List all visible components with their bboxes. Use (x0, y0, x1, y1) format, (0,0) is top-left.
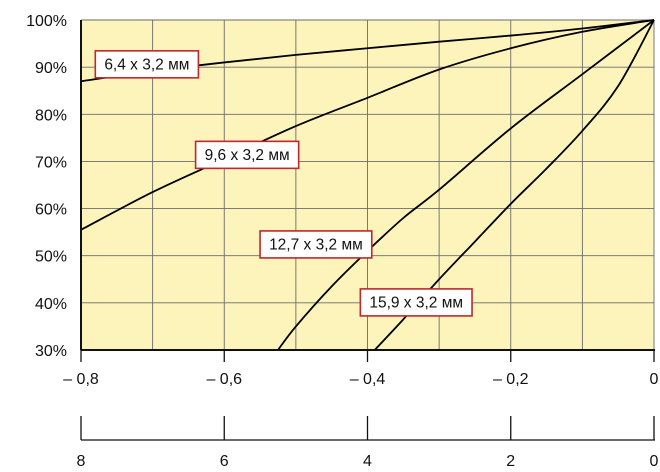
x-top-tick-label: – 0,2 (493, 371, 529, 388)
x-top-tick-label: – 0,8 (63, 371, 99, 388)
y-tick-label: 50% (35, 249, 67, 266)
x-bottom-tick-label: 4 (363, 453, 372, 470)
y-tick-label: 80% (35, 107, 67, 124)
x-top-tick-label: – 0,6 (206, 371, 242, 388)
x-bottom-tick-label: 0 (650, 453, 659, 470)
x-bottom-tick-label: 6 (220, 453, 229, 470)
y-tick-label: 30% (35, 343, 67, 360)
series-label-box (259, 230, 373, 259)
y-tick-label: 100% (26, 13, 67, 30)
series-label-box (194, 140, 300, 170)
y-tick-label: 70% (35, 154, 67, 171)
series-label-box (359, 288, 473, 317)
y-tick-label: 40% (35, 296, 67, 313)
x-top-tick-label: – 0,4 (350, 371, 386, 388)
series-label-box (94, 50, 200, 79)
x-bottom-tick-label: 2 (506, 453, 515, 470)
series-label: 9,6 x 3,2 мм (205, 147, 290, 164)
y-tick-labels: 30% 40% 50% 60% 70% 80% 90% 100% (26, 13, 67, 360)
y-tick-label: 90% (35, 60, 67, 77)
x-top-tick-label: 0 (650, 371, 659, 388)
series-line (277, 19, 655, 351)
x-bottom-axis: 8 6 4 2 0 (77, 416, 659, 470)
y-tick-label: 60% (35, 202, 67, 219)
series-label: 15,9 x 3,2 мм (369, 294, 463, 311)
x-bottom-tick-label: 8 (77, 453, 86, 470)
series-label: 6,4 x 3,2 мм (104, 56, 189, 73)
series-label: 12,7 x 3,2 мм (269, 236, 363, 253)
series-line (80, 19, 655, 231)
x-top-ticks: – 0,8 – 0,6 – 0,4 – 0,2 0 (63, 350, 659, 388)
series-labels: 6,4 x 3,2 мм 9,6 x 3,2 мм 12,7 x 3,2 мм 15,… (94, 50, 473, 317)
